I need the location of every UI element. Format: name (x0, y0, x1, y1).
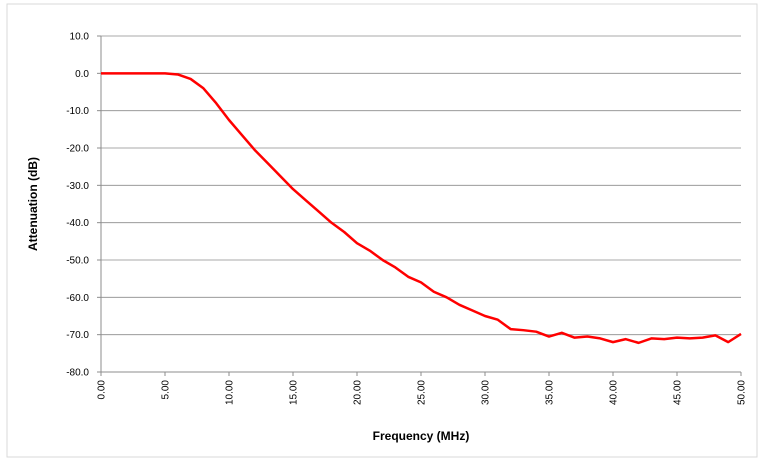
x-tick-label: 30.00 (481, 380, 492, 405)
y-tick-label: -30.0 (66, 181, 89, 192)
y-tick-label: -60.0 (66, 293, 89, 304)
x-tick-label: 45.00 (673, 380, 684, 405)
y-tick-label: 10.0 (70, 32, 90, 43)
x-tick-label: 25.00 (417, 380, 428, 405)
y-tick-label: -50.0 (66, 256, 89, 267)
y-tick-label: -70.0 (66, 330, 89, 341)
x-tick-label: 0.00 (97, 380, 108, 400)
x-tick-label: 15.00 (289, 380, 300, 405)
x-axis-title: Frequency (MHz) (373, 429, 470, 443)
x-tick-label: 35.00 (545, 380, 556, 405)
x-tick-label: 20.00 (353, 380, 364, 405)
y-tick-label: -20.0 (66, 144, 89, 155)
x-tick-label: 5.00 (161, 380, 172, 400)
y-tick-label: 0.0 (75, 69, 89, 80)
y-axis-title: Attenuation (dB) (26, 157, 40, 251)
x-tick-label: 10.00 (225, 380, 236, 405)
y-tick-label: -80.0 (66, 368, 89, 379)
data-line (101, 72, 742, 345)
y-tick-label: -40.0 (66, 218, 89, 229)
y-tick-label: -10.0 (66, 106, 89, 117)
chart-frame (6, 3, 758, 458)
x-tick-label: 50.00 (737, 380, 748, 405)
x-tick-label: 40.00 (609, 380, 620, 405)
